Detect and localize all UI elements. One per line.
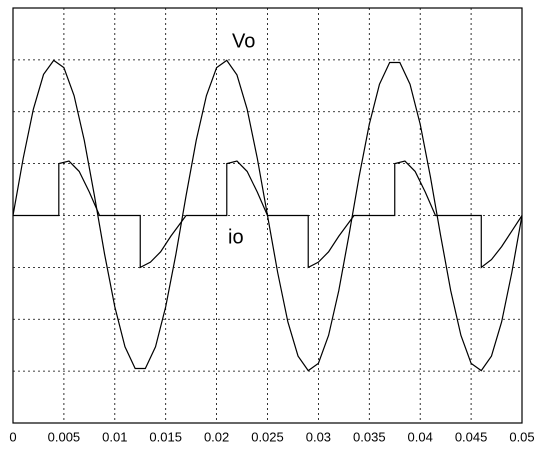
x-tick-label: 0.035	[353, 429, 386, 444]
x-tick-label: 0.045	[455, 429, 488, 444]
x-tick-label: 0.02	[204, 429, 229, 444]
plot-frame	[12, 7, 523, 424]
x-tick-label: 0.04	[408, 429, 433, 444]
annotation: Vo	[232, 30, 255, 52]
x-tick-label: 0.01	[102, 429, 127, 444]
x-tick-label: 0.03	[306, 429, 331, 444]
x-tick-label: 0.05	[509, 429, 534, 444]
x-tick-label: 0.005	[48, 429, 81, 444]
x-tick-label: 0.015	[149, 429, 182, 444]
x-tick-label: 0.025	[251, 429, 284, 444]
annotation: io	[228, 226, 244, 248]
x-tick-label: 0	[9, 429, 16, 444]
series-line	[13, 160, 523, 269]
